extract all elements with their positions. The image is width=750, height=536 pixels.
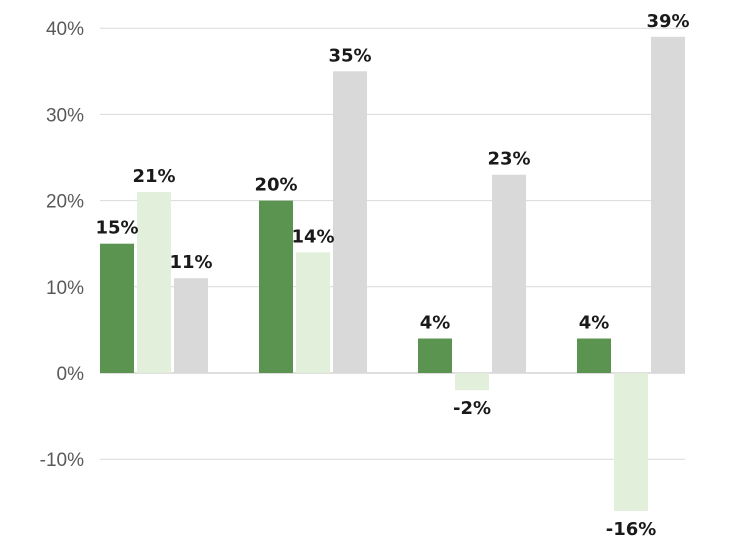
y-tick-label: 20% — [46, 192, 84, 213]
bar — [100, 243, 134, 373]
y-tick-label: 40% — [46, 19, 84, 40]
bar — [492, 174, 526, 373]
bar — [577, 338, 611, 373]
bars — [100, 36, 685, 511]
bar — [455, 373, 489, 391]
data-labels: 15% 20% 4% 4% 21% 14% -2% -16% 11% 35% 23% 39% — [95, 11, 689, 536]
y-axis-tick-labels: -10% 0% 10% 20% 30% 40% — [40, 19, 84, 471]
data-label: 4% — [420, 313, 451, 334]
data-label: -16% — [606, 519, 657, 536]
data-label: 15% — [95, 218, 138, 239]
y-tick-label: 0% — [57, 364, 85, 385]
bar — [333, 71, 367, 374]
y-tick-label: 30% — [46, 105, 84, 126]
bar — [259, 200, 293, 373]
data-label: 14% — [291, 226, 334, 247]
data-label: 4% — [579, 313, 610, 334]
bar — [651, 36, 685, 373]
data-label: 20% — [254, 175, 297, 196]
y-tick-label: 10% — [46, 278, 84, 299]
bar — [614, 373, 648, 511]
data-label: 11% — [169, 252, 212, 273]
data-label: 35% — [328, 45, 371, 66]
y-tick-label: -10% — [40, 450, 84, 471]
data-label: 39% — [646, 11, 689, 32]
bar — [137, 191, 171, 373]
gridlines — [100, 27, 685, 460]
data-label: 21% — [132, 166, 175, 187]
data-label: 23% — [487, 149, 530, 170]
bar — [296, 252, 330, 373]
data-label: -2% — [453, 398, 491, 419]
bar — [418, 338, 452, 373]
bar — [174, 278, 208, 373]
